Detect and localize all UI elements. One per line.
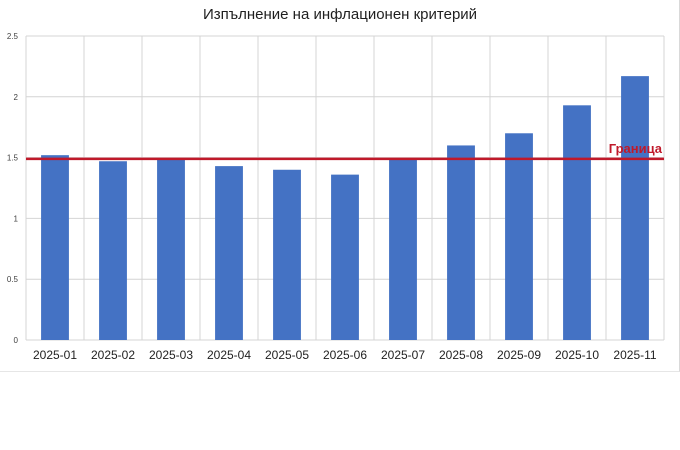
x-tick-label: 2025-05: [265, 348, 309, 362]
y-tick-label: 2: [14, 93, 19, 102]
bar: [331, 174, 359, 340]
threshold-label: Граница: [609, 141, 663, 156]
bar: [621, 76, 649, 341]
x-tick-label: 2025-08: [439, 348, 483, 362]
y-tick-label: 0: [14, 336, 19, 345]
bar: [563, 105, 591, 340]
y-tick-label: 1.5: [7, 154, 19, 163]
bar: [273, 169, 301, 340]
y-tick-label: 2.5: [7, 32, 19, 41]
x-tick-label: 2025-11: [613, 348, 656, 362]
y-tick-label: 0.5: [7, 275, 19, 284]
chart-title: Изпълнение на инфлационен критерий: [202, 6, 478, 23]
bar: [215, 166, 243, 340]
chart-container: Изпълнение на инфлационен критерий 0 0.5 1…: [0, 0, 680, 372]
x-tick-label: 2025-03: [149, 348, 193, 362]
bar-chart: 0 0.5 1 1.5 2 2.5 2025-01 2025-02 2025-03 2025-04…: [7, 32, 665, 362]
blank-area: [0, 372, 680, 450]
bar: [389, 158, 417, 340]
x-tick-label: 2025-01: [33, 348, 77, 362]
bar: [99, 161, 127, 340]
x-tick-label: 2025-09: [497, 348, 541, 362]
x-tick-label: 2025-04: [207, 348, 251, 362]
x-tick-label: 2025-07: [381, 348, 425, 362]
bar: [157, 158, 185, 340]
x-tick-label: 2025-02: [91, 348, 135, 362]
x-tick-label: 2025-10: [555, 348, 599, 362]
bar: [447, 145, 475, 340]
y-tick-label: 1: [14, 214, 19, 223]
bar: [505, 133, 533, 340]
x-tick-label: 2025-06: [323, 348, 367, 362]
bar: [41, 155, 69, 340]
